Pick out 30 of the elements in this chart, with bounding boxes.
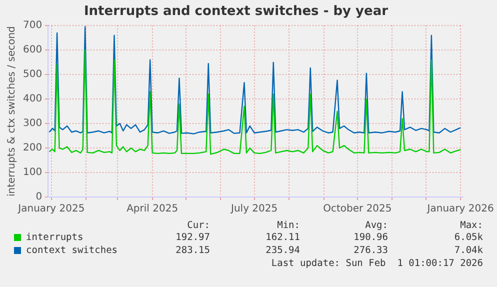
text: 283.15 <box>174 245 210 258</box>
text: 6.05k <box>453 232 483 245</box>
x-tick-label: January 2026 <box>426 204 494 215</box>
text: Max: <box>459 220 483 232</box>
text: 192.97 <box>174 232 210 245</box>
x-tick-label: April 2025 <box>126 204 178 215</box>
legend-label: interrupts <box>26 232 84 245</box>
legend-label: context switches <box>26 245 119 258</box>
y-tick-label: 300 <box>22 118 42 130</box>
y-tick-label: 400 <box>22 94 42 105</box>
y-tick-label: 500 <box>22 69 42 80</box>
x-tick-label: January 2025 <box>17 204 85 215</box>
text: 235.94 <box>264 245 300 258</box>
y-tick-label: 700 <box>22 20 42 32</box>
text: 276.33 <box>352 245 388 258</box>
text: 162.11 <box>264 232 300 245</box>
text: Avg: <box>364 220 388 232</box>
text: 7.04k <box>453 245 483 258</box>
y-axis-title: interrupts & ctx switches / second <box>6 26 18 197</box>
x-tick-label: July 2025 <box>230 204 278 215</box>
text: 190.96 <box>352 232 388 245</box>
x-tick-label: October 2025 <box>323 204 392 215</box>
y-tick-label: 0 <box>36 192 42 203</box>
chart-title: Interrupts and context switches - by year <box>84 4 389 20</box>
text: Min: <box>276 220 300 232</box>
text: Last update: Sun Feb 1 01:00:17 2026 <box>270 258 483 270</box>
y-tick-label: 200 <box>22 142 42 154</box>
y-tick-label: 100 <box>22 167 42 178</box>
text: Cur: <box>186 220 210 232</box>
y-tick-label: 600 <box>22 44 42 56</box>
